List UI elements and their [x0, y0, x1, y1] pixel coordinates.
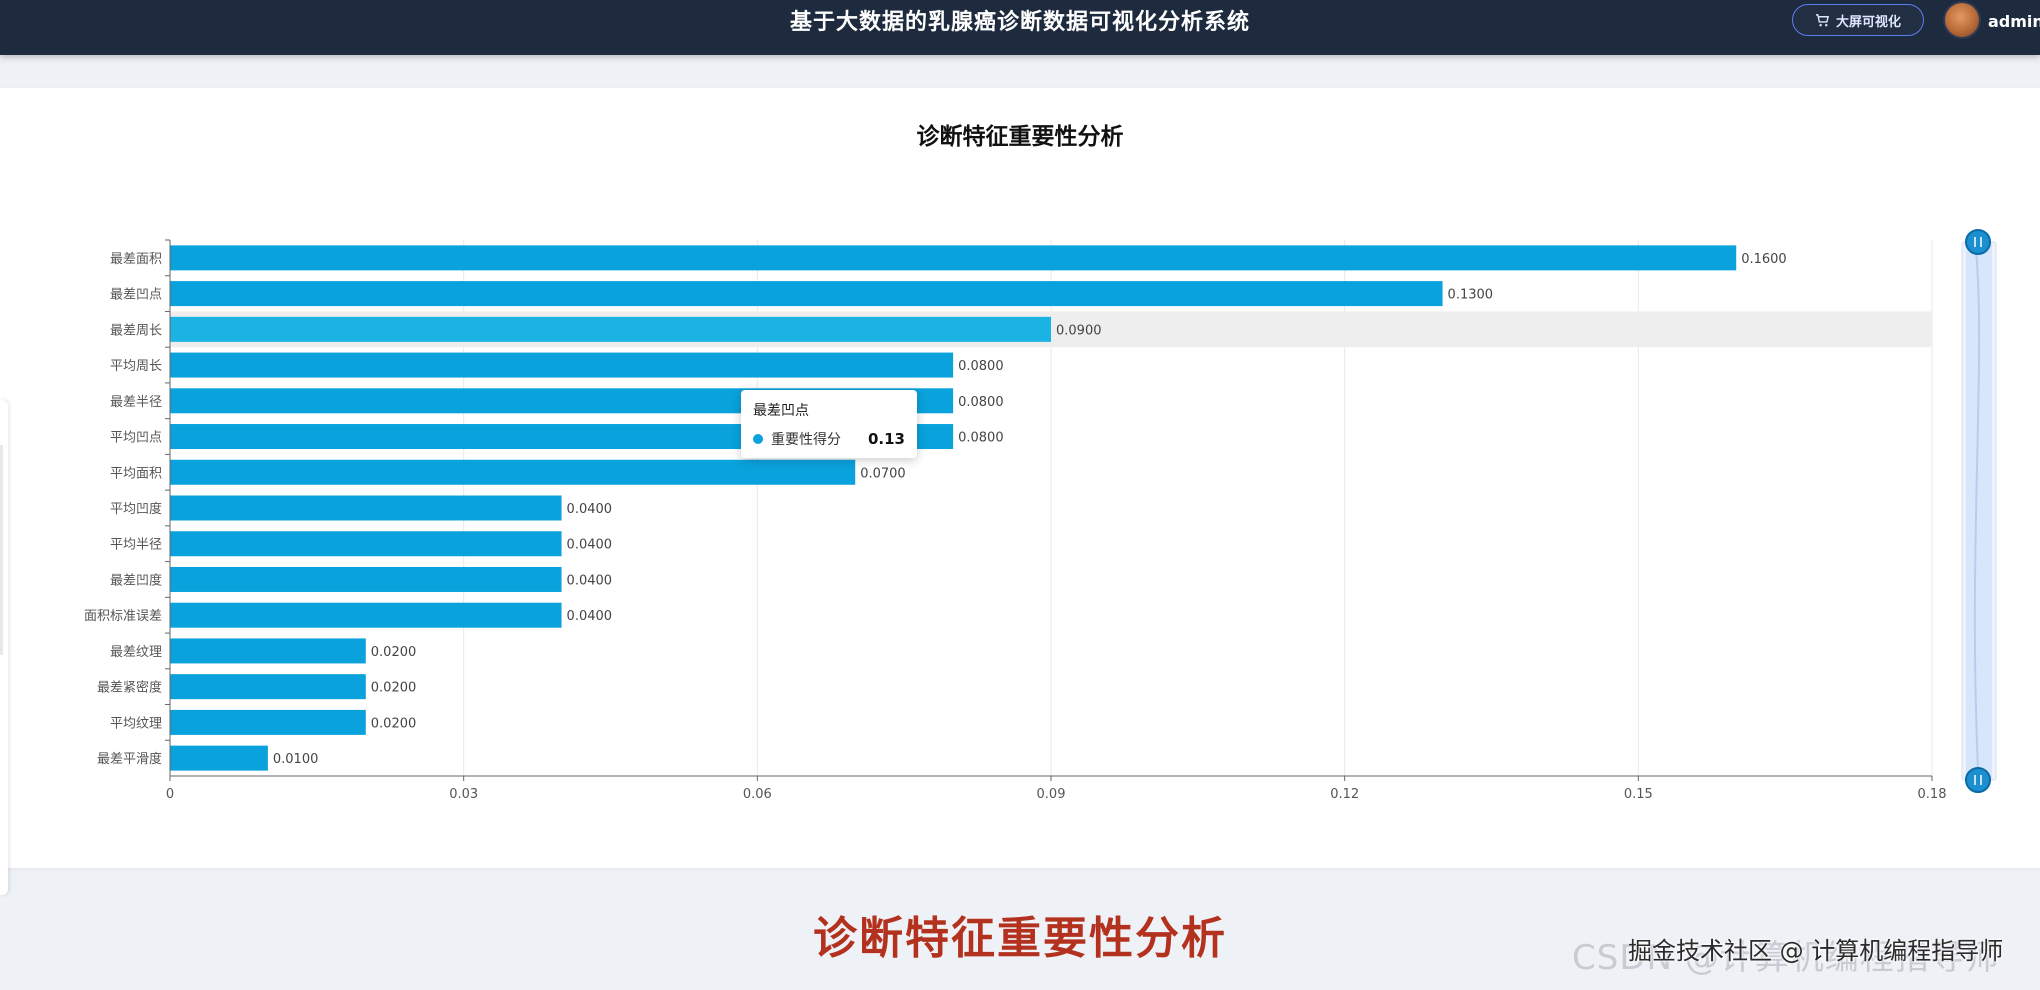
category-tick-label: 最差周长 [110, 323, 162, 338]
bar [170, 495, 562, 521]
bar-value-label: 0.0700 [860, 466, 906, 481]
bar [170, 674, 366, 700]
category-tick-label: 最差紧密度 [97, 680, 162, 696]
x-tick-label: 0.06 [743, 787, 772, 802]
bar-value-label: 0.0400 [567, 573, 613, 588]
tooltip-row: 重要性得分 0.13 [753, 429, 905, 449]
category-tick-label: 平均周长 [110, 359, 162, 374]
category-tick-label: 最差平滑度 [97, 751, 162, 767]
app-title: 基于大数据的乳腺癌诊断数据可视化分析系统 [789, 10, 1250, 35]
category-tick-label: 平均纹理 [110, 716, 162, 731]
bar [170, 709, 366, 735]
bar [170, 566, 562, 592]
bigscreen-button[interactable]: 大屏可视化 [1792, 4, 1924, 36]
category-tick-label: 平均凹点 [110, 431, 162, 446]
bar-value-label: 0.0800 [958, 431, 1004, 446]
bar [170, 352, 954, 378]
chart-tooltip: 最差凹点 重要性得分 0.13 [741, 390, 917, 458]
bar-value-label: 0.0400 [567, 609, 613, 624]
x-tick-label: 0.03 [449, 787, 478, 802]
avatar[interactable] [1945, 3, 1979, 37]
datazoom-handle-top[interactable] [1965, 229, 1991, 255]
bar-value-label: 0.0400 [567, 502, 613, 517]
bar-value-label: 0.0200 [371, 716, 417, 731]
category-tick-label: 最差面积 [110, 252, 162, 267]
username[interactable]: admin [1988, 12, 2040, 31]
bar-value-label: 0.1300 [1448, 288, 1494, 303]
side-panel-scroll [0, 445, 3, 655]
bar-value-label: 0.0800 [958, 395, 1004, 410]
category-tick-label: 面积标准误差 [84, 609, 162, 624]
x-tick-label: 0 [166, 787, 174, 802]
category-tick-label: 平均凹度 [110, 501, 162, 517]
category-tick-label: 平均面积 [110, 466, 162, 481]
tooltip-series-dot [753, 434, 763, 444]
watermark-front: 掘金技术社区 @ 计算机编程指导师 [1628, 937, 2004, 965]
bar-value-label: 0.0900 [1056, 323, 1102, 338]
category-tick-label: 最差半径 [110, 395, 162, 410]
bar-value-label: 0.0200 [371, 645, 417, 660]
bar-value-label: 0.0800 [958, 359, 1004, 374]
side-panel-edge [0, 400, 8, 895]
tooltip-title: 最差凹点 [753, 403, 809, 419]
category-tick-label: 最差凹点 [110, 288, 162, 303]
chart-title: 诊断特征重要性分析 [916, 124, 1124, 150]
category-tick-label: 最差纹理 [110, 645, 162, 660]
x-tick-label: 0.18 [1918, 787, 1947, 802]
bar [170, 531, 562, 557]
bar [170, 638, 366, 664]
bar [170, 602, 562, 628]
category-tick-label: 平均半径 [110, 538, 162, 553]
datazoom-shadow-line [1973, 249, 1981, 771]
bar-value-label: 0.0400 [567, 538, 613, 553]
bigscreen-label: 大屏可视化 [1835, 14, 1901, 30]
watermark-back: CSDN @计算机编程指导师 [1572, 938, 2000, 978]
x-tick-label: 0.15 [1624, 787, 1653, 802]
x-tick-label: 0.09 [1037, 787, 1066, 802]
datazoom-handle-bottom[interactable] [1965, 767, 1991, 793]
bar [170, 745, 268, 771]
cart-icon [1815, 13, 1830, 26]
bar-value-label: 0.0200 [371, 681, 417, 696]
category-tick-label: 最差凹度 [110, 572, 162, 588]
tooltip-series-name: 重要性得分 [771, 432, 841, 448]
tooltip-value: 0.13 [867, 430, 905, 448]
caption: 诊断特征重要性分析 [813, 913, 1227, 964]
x-tick-label: 0.12 [1330, 787, 1359, 802]
bar [170, 316, 1051, 342]
bar [170, 245, 1737, 271]
bar-value-label: 0.1600 [1741, 252, 1787, 267]
top-bar: 基于大数据的乳腺癌诊断数据可视化分析系统 大屏可视化 admin [0, 0, 2040, 55]
bar [170, 281, 1443, 307]
bar-value-label: 0.0100 [273, 752, 319, 767]
bar [170, 459, 856, 485]
